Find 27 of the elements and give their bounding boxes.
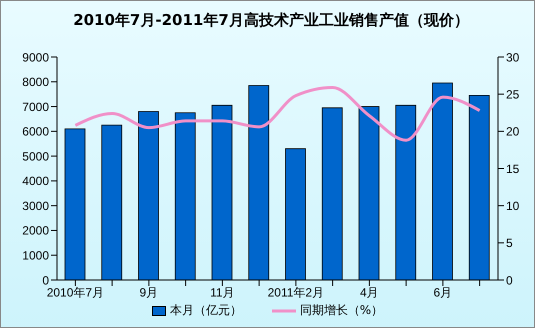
x-tick-label: 2011年2月	[268, 286, 324, 300]
legend-label: 同期增长（%）	[300, 302, 384, 319]
y-tick-label: 4000	[22, 174, 50, 188]
y-tick-label: 5000	[22, 149, 50, 164]
y-tick-label: 7000	[22, 100, 50, 114]
legend-label: 本月（亿元）	[170, 302, 242, 319]
x-tick-label: 11月	[210, 286, 235, 300]
y-tick-label: 9000	[22, 50, 50, 64]
x-tick-label: 2010年7月	[46, 286, 104, 300]
y-tick-label: 2000	[22, 224, 50, 238]
x-tick-label: 4月	[360, 286, 379, 300]
y-tick-label: 6000	[22, 124, 50, 139]
y2-tick-label: 5	[506, 236, 513, 250]
y2-tick-label: 20	[506, 124, 520, 139]
y-tick-label: 8000	[22, 75, 50, 90]
y2-tick-label: 25	[506, 87, 520, 102]
x-tick-label: 9月	[140, 286, 158, 300]
y2-tick-label: 0	[506, 273, 513, 288]
line-series	[74, 86, 482, 142]
chart-title: 2010年7月-2011年7月高技术产业工业销售产值（现价）	[72, 11, 470, 30]
y-tick-label: 0	[42, 273, 50, 288]
x-tick-label: 6月	[434, 286, 452, 300]
y2-tick-label: 30	[506, 50, 520, 64]
y2-tick-label: 10	[506, 198, 520, 213]
y-tick-label: 1000	[22, 248, 50, 262]
y-tick-label: 3000	[22, 198, 50, 213]
y2-tick-label: 15	[506, 162, 520, 176]
